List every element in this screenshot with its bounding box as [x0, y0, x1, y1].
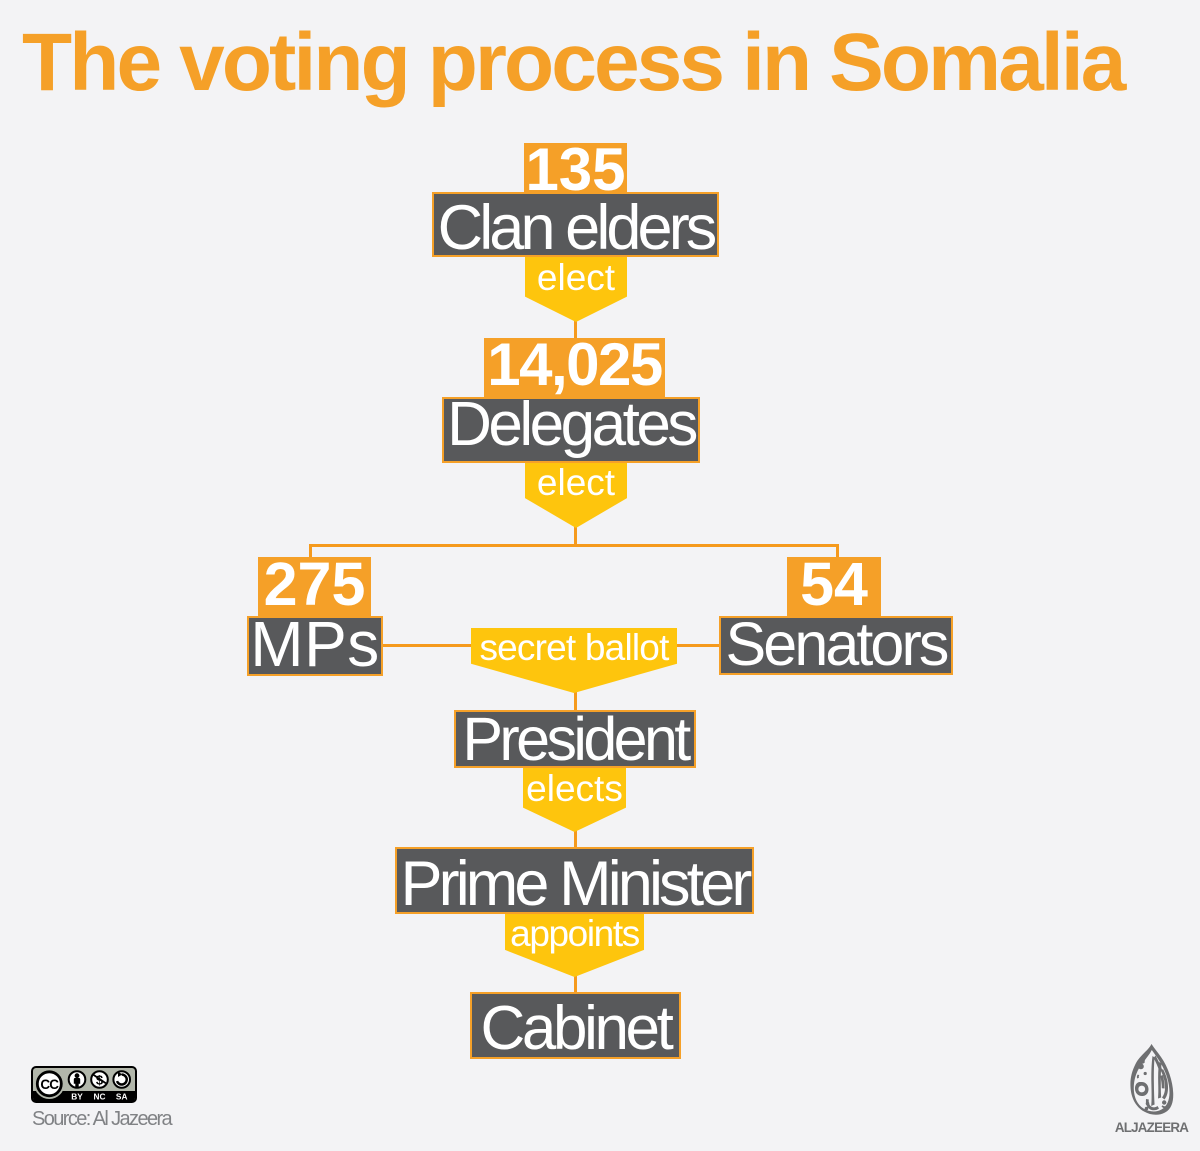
svg-text:NC: NC [94, 1092, 106, 1102]
svg-text:ALJAZEERA: ALJAZEERA [1115, 1120, 1189, 1135]
svg-text:BY: BY [71, 1092, 83, 1102]
svg-text:CC: CC [40, 1077, 59, 1092]
svg-text:SA: SA [116, 1092, 128, 1102]
